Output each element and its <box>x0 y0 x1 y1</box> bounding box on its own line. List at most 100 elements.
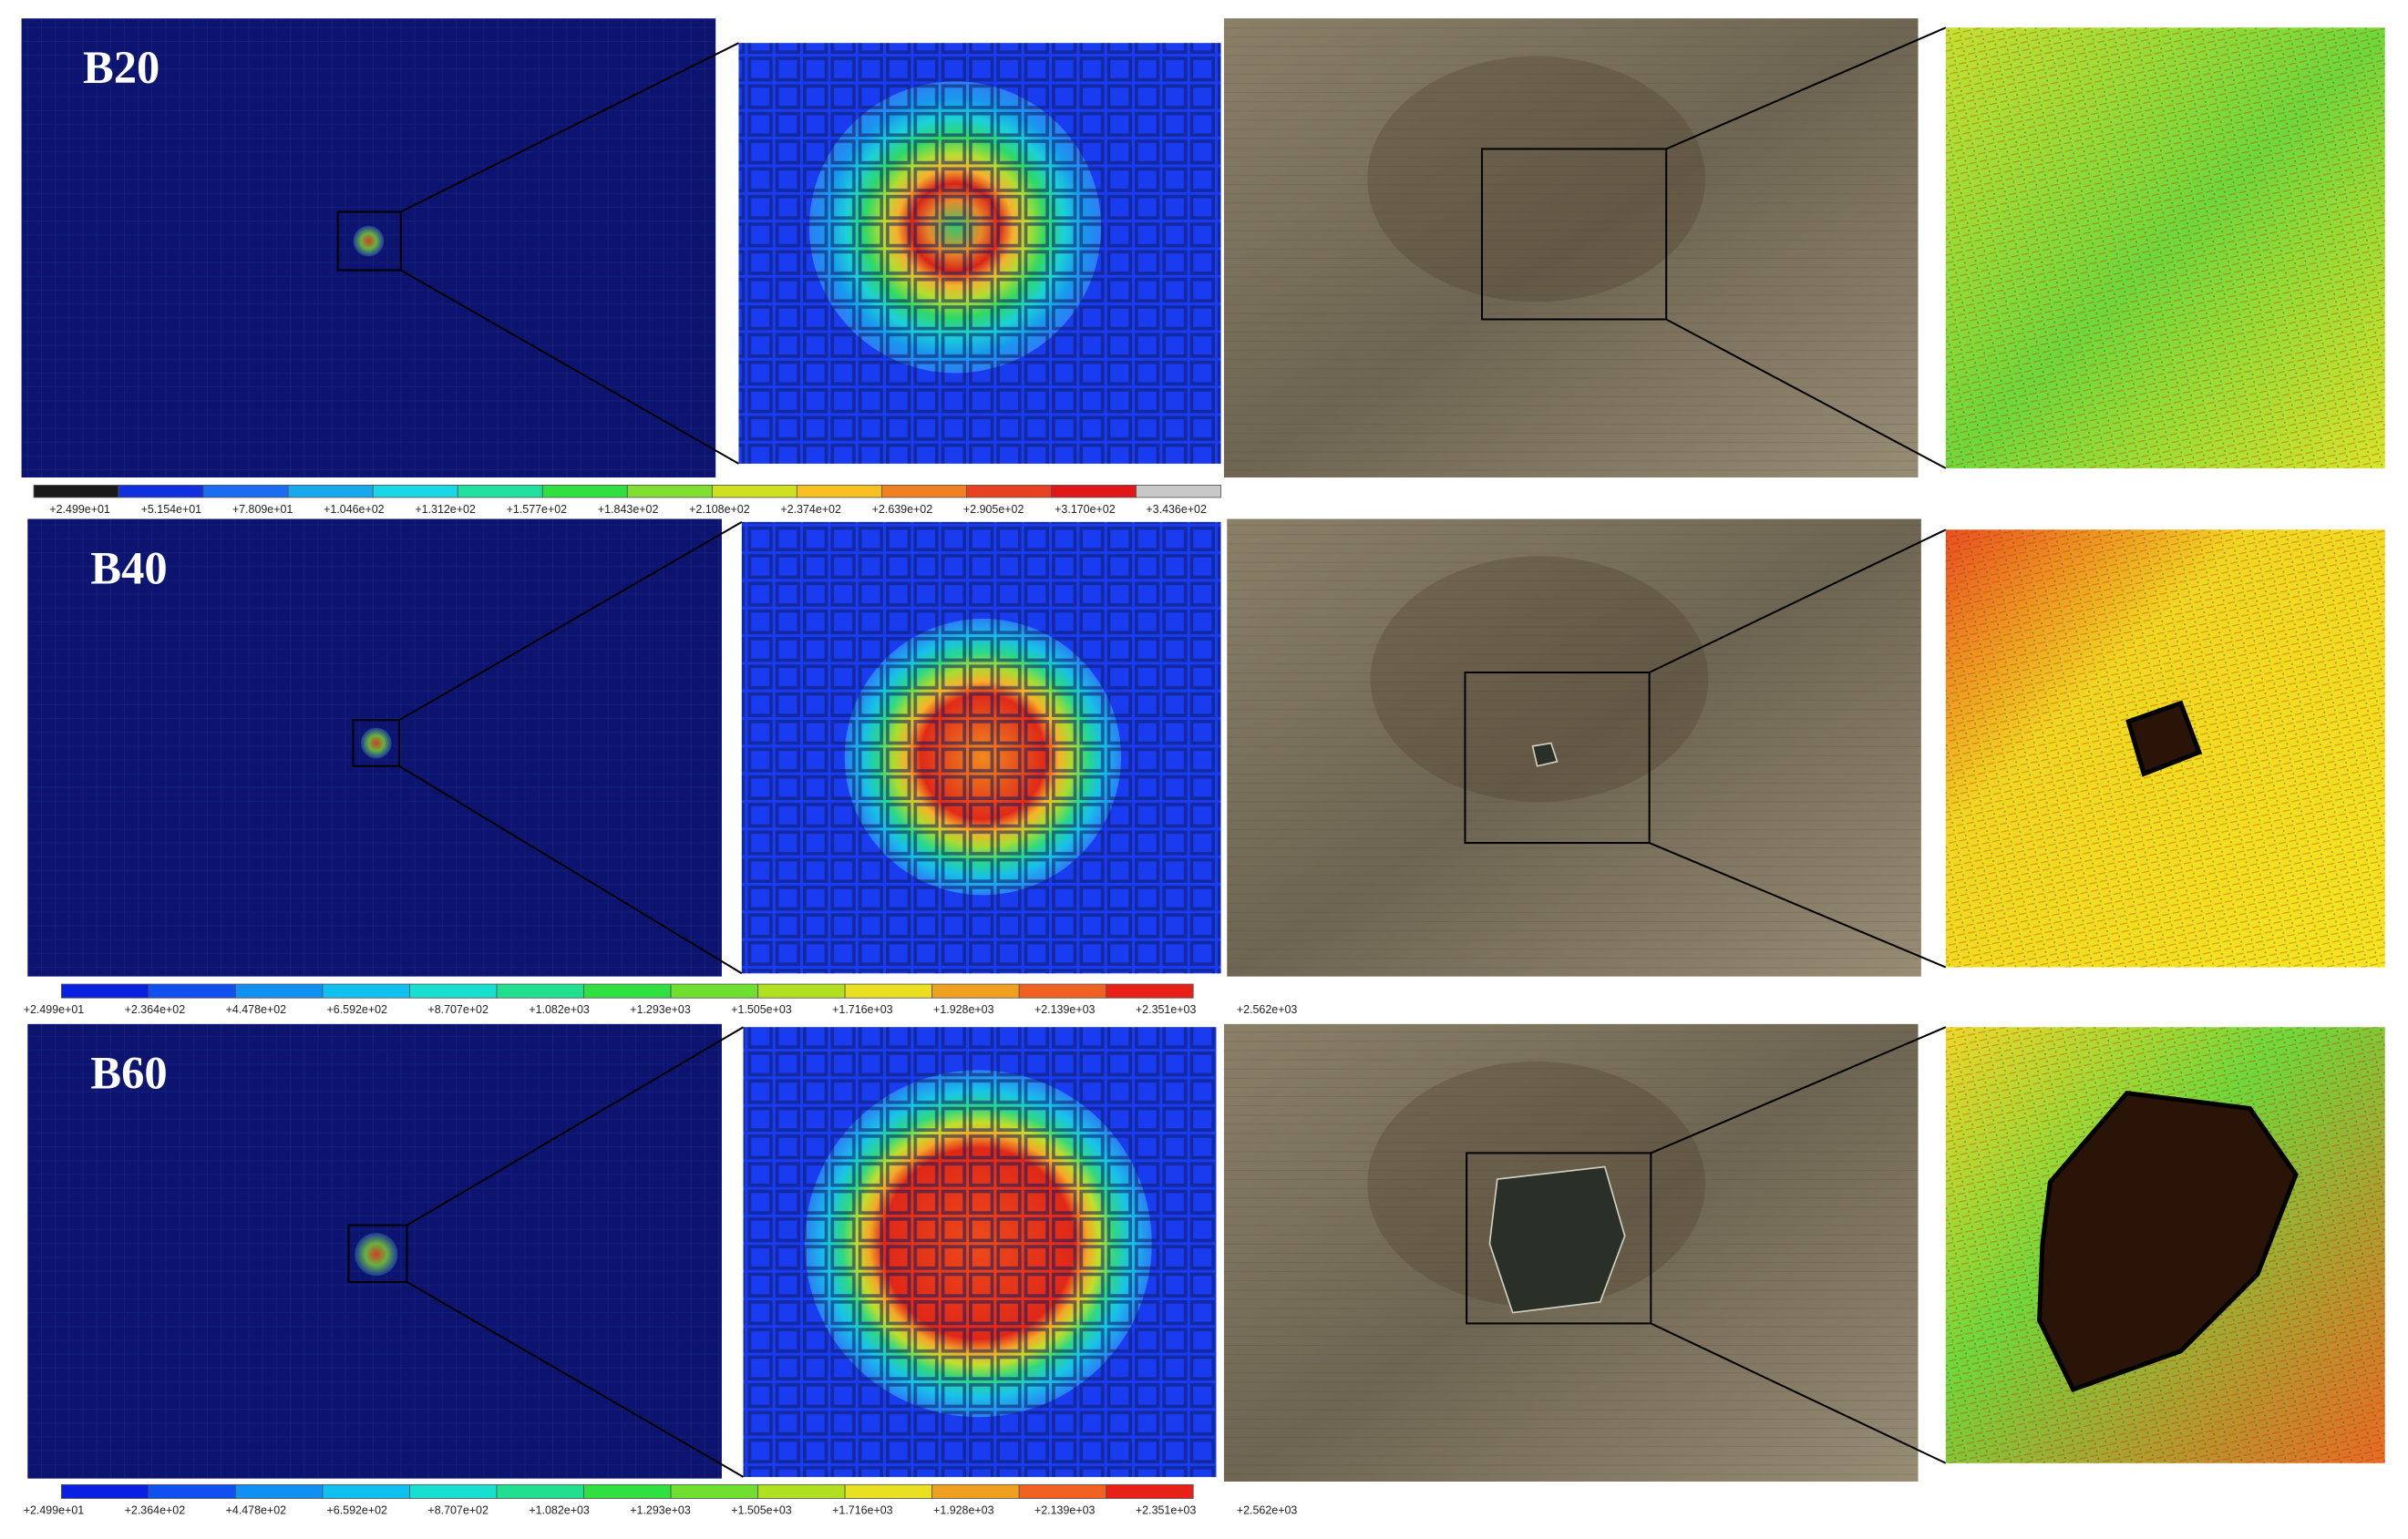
colorbar-segment <box>1136 485 1221 498</box>
colorbar-segment <box>711 485 798 498</box>
colorbar-label: +1.928e+03 <box>933 1003 994 1016</box>
colorbar-label: +2.562e+03 <box>1237 1503 1298 1516</box>
colorbar-label: +2.139e+03 <box>1034 1503 1096 1516</box>
zoom-connector <box>398 521 743 722</box>
specimen-label: B60 <box>90 1048 167 1099</box>
zoom-mesh <box>743 1027 1217 1477</box>
colorbar-label: +8.707e+02 <box>427 1003 489 1016</box>
colorbar-segment <box>60 1483 149 1499</box>
damage-spot <box>355 1233 398 1277</box>
colorbar-label: +2.374e+02 <box>780 503 841 516</box>
colorbar-label: +3.436e+02 <box>1146 503 1207 516</box>
colorbar-label: +1.716e+03 <box>832 1003 893 1016</box>
colorbar-label: +1.928e+03 <box>933 1503 994 1516</box>
colorbar-label: +2.499e+01 <box>24 1503 85 1516</box>
colorbar-label: +2.364e+02 <box>125 1003 186 1016</box>
photo-grain <box>1227 518 1921 977</box>
zoom-connector <box>406 1026 745 1226</box>
colorbar-label: +2.108e+02 <box>689 503 750 516</box>
colorbar-segment <box>148 983 236 999</box>
colorbar-label: +1.082e+03 <box>529 1503 590 1516</box>
colorbar-label: +7.809e+01 <box>232 503 293 516</box>
colorbar-segment <box>931 1483 1020 1499</box>
colorbar-segment <box>880 485 967 498</box>
colorbar-label: +1.577e+02 <box>507 503 568 516</box>
colorbar-segment <box>966 485 1052 498</box>
colorbar-label: +1.082e+03 <box>529 1003 590 1016</box>
scan-hole <box>2125 700 2203 777</box>
zoom-mesh <box>741 521 1221 974</box>
colorbar-segment <box>931 983 1020 999</box>
colorbar-segment <box>496 983 584 999</box>
zoom-connector <box>398 764 743 975</box>
colorbar-label: +1.046e+02 <box>324 503 385 516</box>
colorbar-segment <box>796 485 882 498</box>
colorbar-label: +1.716e+03 <box>832 1503 893 1516</box>
colorbar-segment <box>409 983 498 999</box>
colorbar-label: +2.139e+03 <box>1034 1003 1096 1016</box>
colorbar-segment <box>1106 983 1194 999</box>
colorbar-label: +2.364e+02 <box>125 1503 186 1516</box>
photo-box <box>1466 1152 1652 1325</box>
photo-hole <box>1531 742 1559 767</box>
colorbar-segment <box>33 485 119 498</box>
photo-connector <box>1650 1026 1947 1154</box>
photo-grain <box>1223 18 1919 478</box>
colorbar-label: +1.843e+02 <box>598 503 659 516</box>
colorbar-label: +4.478e+02 <box>226 1003 287 1016</box>
colorbar-segment <box>118 485 204 498</box>
zoom-connector <box>400 269 739 465</box>
colorbar-segment <box>457 485 543 498</box>
colorbar-label: +1.312e+02 <box>415 503 476 516</box>
colorbar-label: +2.499e+01 <box>49 503 110 516</box>
colorbar-segment <box>541 485 628 498</box>
colorbar-label: +2.351e+03 <box>1136 1003 1197 1016</box>
photo-connector <box>1649 842 1947 969</box>
zoom-box <box>352 719 401 767</box>
colorbar-label: +2.562e+03 <box>1237 1003 1298 1016</box>
colorbar-label: +1.293e+03 <box>630 1503 691 1516</box>
photo-connector <box>1650 1322 1947 1464</box>
colorbar-label: +1.505e+03 <box>731 1003 792 1016</box>
zoom-mesh <box>738 43 1221 464</box>
zoom-box <box>347 1224 408 1283</box>
colorbar-label: +2.499e+01 <box>24 1003 85 1016</box>
colorbar-label: +4.478e+02 <box>226 1503 287 1516</box>
colorbar-segment <box>287 485 374 498</box>
colorbar-label: +6.592e+02 <box>327 1503 388 1516</box>
damage-spot <box>353 225 385 257</box>
colorbar-label: +3.170e+02 <box>1055 503 1116 516</box>
colorbar-label: +5.154e+01 <box>141 503 202 516</box>
colorbar-label: +1.505e+03 <box>731 1503 792 1516</box>
colorbar-segment <box>60 983 149 999</box>
colorbar-segment <box>148 1483 236 1499</box>
scan-hole <box>2037 1091 2299 1393</box>
colorbar-label: +8.707e+02 <box>427 1503 489 1516</box>
photo-connector <box>1665 26 1947 150</box>
colorbar-segment <box>322 983 410 999</box>
colorbar-label: +2.639e+02 <box>872 503 933 516</box>
colorbar-segment <box>757 1483 846 1499</box>
colorbar-label: +6.592e+02 <box>327 1003 388 1016</box>
colorbar-segment <box>1051 485 1137 498</box>
photo-box <box>1464 672 1651 845</box>
photo-hole <box>1488 1165 1626 1314</box>
specimen-label: B20 <box>83 42 160 93</box>
colorbar-label: +1.293e+03 <box>630 1003 691 1016</box>
colorbar-segment <box>670 1483 759 1499</box>
scan-texture <box>1945 27 2385 468</box>
colorbar-label: +2.351e+03 <box>1136 1503 1197 1516</box>
colorbar-segment <box>583 983 672 999</box>
damage-spot <box>360 727 392 759</box>
colorbar-segment <box>372 485 458 498</box>
colorbar-segment <box>496 1483 584 1499</box>
photo-connector <box>1649 528 1947 673</box>
colorbar-segment <box>1106 1483 1194 1499</box>
zoom-box <box>336 210 402 272</box>
colorbar-segment <box>670 983 759 999</box>
photo-box <box>1480 148 1668 321</box>
colorbar-segment <box>235 1483 324 1499</box>
colorbar-segment <box>583 1483 672 1499</box>
colorbar-segment <box>1018 1483 1107 1499</box>
colorbar-segment <box>1018 983 1107 999</box>
